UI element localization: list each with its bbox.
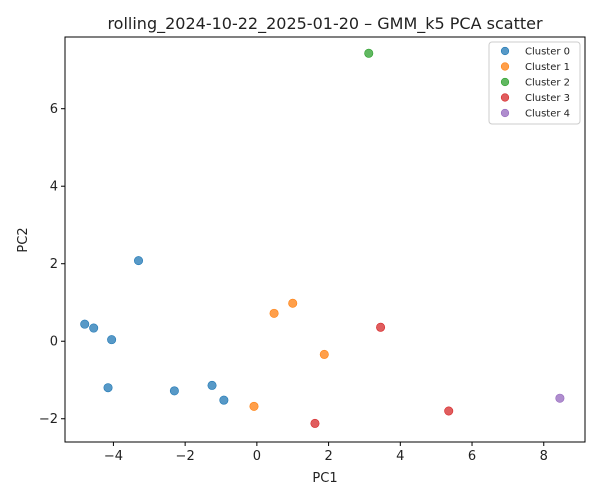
y-tick-label: −2 [39, 412, 58, 427]
series-cluster-1 [249, 298, 329, 411]
x-axis-label: PC1 [312, 471, 337, 486]
legend-box [488, 41, 581, 125]
data-point [103, 383, 113, 393]
data-point [89, 323, 99, 333]
x-tick-label: 8 [540, 449, 548, 464]
data-point [444, 406, 454, 416]
data-point [310, 418, 320, 428]
x-axis-ticks: −4 −2 0 2 4 6 8 [104, 442, 548, 464]
series-cluster-0 [80, 256, 229, 405]
legend-marker [500, 77, 510, 87]
x-tick-label: 6 [468, 449, 476, 464]
series-cluster-4 [555, 393, 565, 403]
y-tick-label: 0 [50, 335, 58, 350]
y-tick-label: 2 [50, 257, 58, 272]
x-tick-label: −2 [176, 449, 195, 464]
data-point [319, 349, 329, 359]
data-point [207, 380, 217, 390]
data-point [80, 319, 90, 329]
legend-marker [500, 93, 510, 102]
legend-label: Cluster 3 [525, 93, 570, 104]
data-point [169, 386, 179, 396]
legend-marker [500, 108, 510, 118]
data-point [364, 48, 374, 58]
data-point [107, 335, 117, 345]
scatter-points [80, 48, 565, 428]
legend-label: Cluster 0 [525, 47, 570, 58]
data-point [134, 256, 144, 266]
data-point [288, 298, 298, 308]
y-axis-label: PC2 [16, 227, 31, 252]
x-tick-label: −4 [104, 449, 123, 464]
data-point [269, 308, 279, 318]
series-cluster-3 [310, 322, 454, 428]
plot-area [64, 36, 586, 443]
y-tick-label: 4 [50, 180, 58, 195]
legend-label: Cluster 2 [525, 78, 570, 89]
legend-label: Cluster 1 [525, 62, 570, 73]
data-point [249, 401, 259, 411]
data-point [376, 322, 386, 332]
y-axis-ticks: −2 0 2 4 6 [39, 102, 65, 427]
chart-title: rolling_2024-10-22_2025-01-20 – GMM_k5 P… [107, 14, 543, 34]
data-point [555, 393, 565, 403]
x-tick-label: 0 [253, 449, 261, 464]
data-point [219, 395, 229, 405]
y-tick-label: 6 [50, 102, 58, 117]
legend-label: Cluster 4 [525, 109, 570, 120]
legend-marker [500, 46, 510, 56]
x-tick-label: 2 [324, 449, 332, 464]
legend: Cluster 0 Cluster 1 Cluster 2 Cluster 3 Clus… [488, 41, 581, 125]
x-tick-label: 4 [396, 449, 404, 464]
legend-marker [500, 62, 510, 71]
series-cluster-2 [364, 48, 374, 58]
